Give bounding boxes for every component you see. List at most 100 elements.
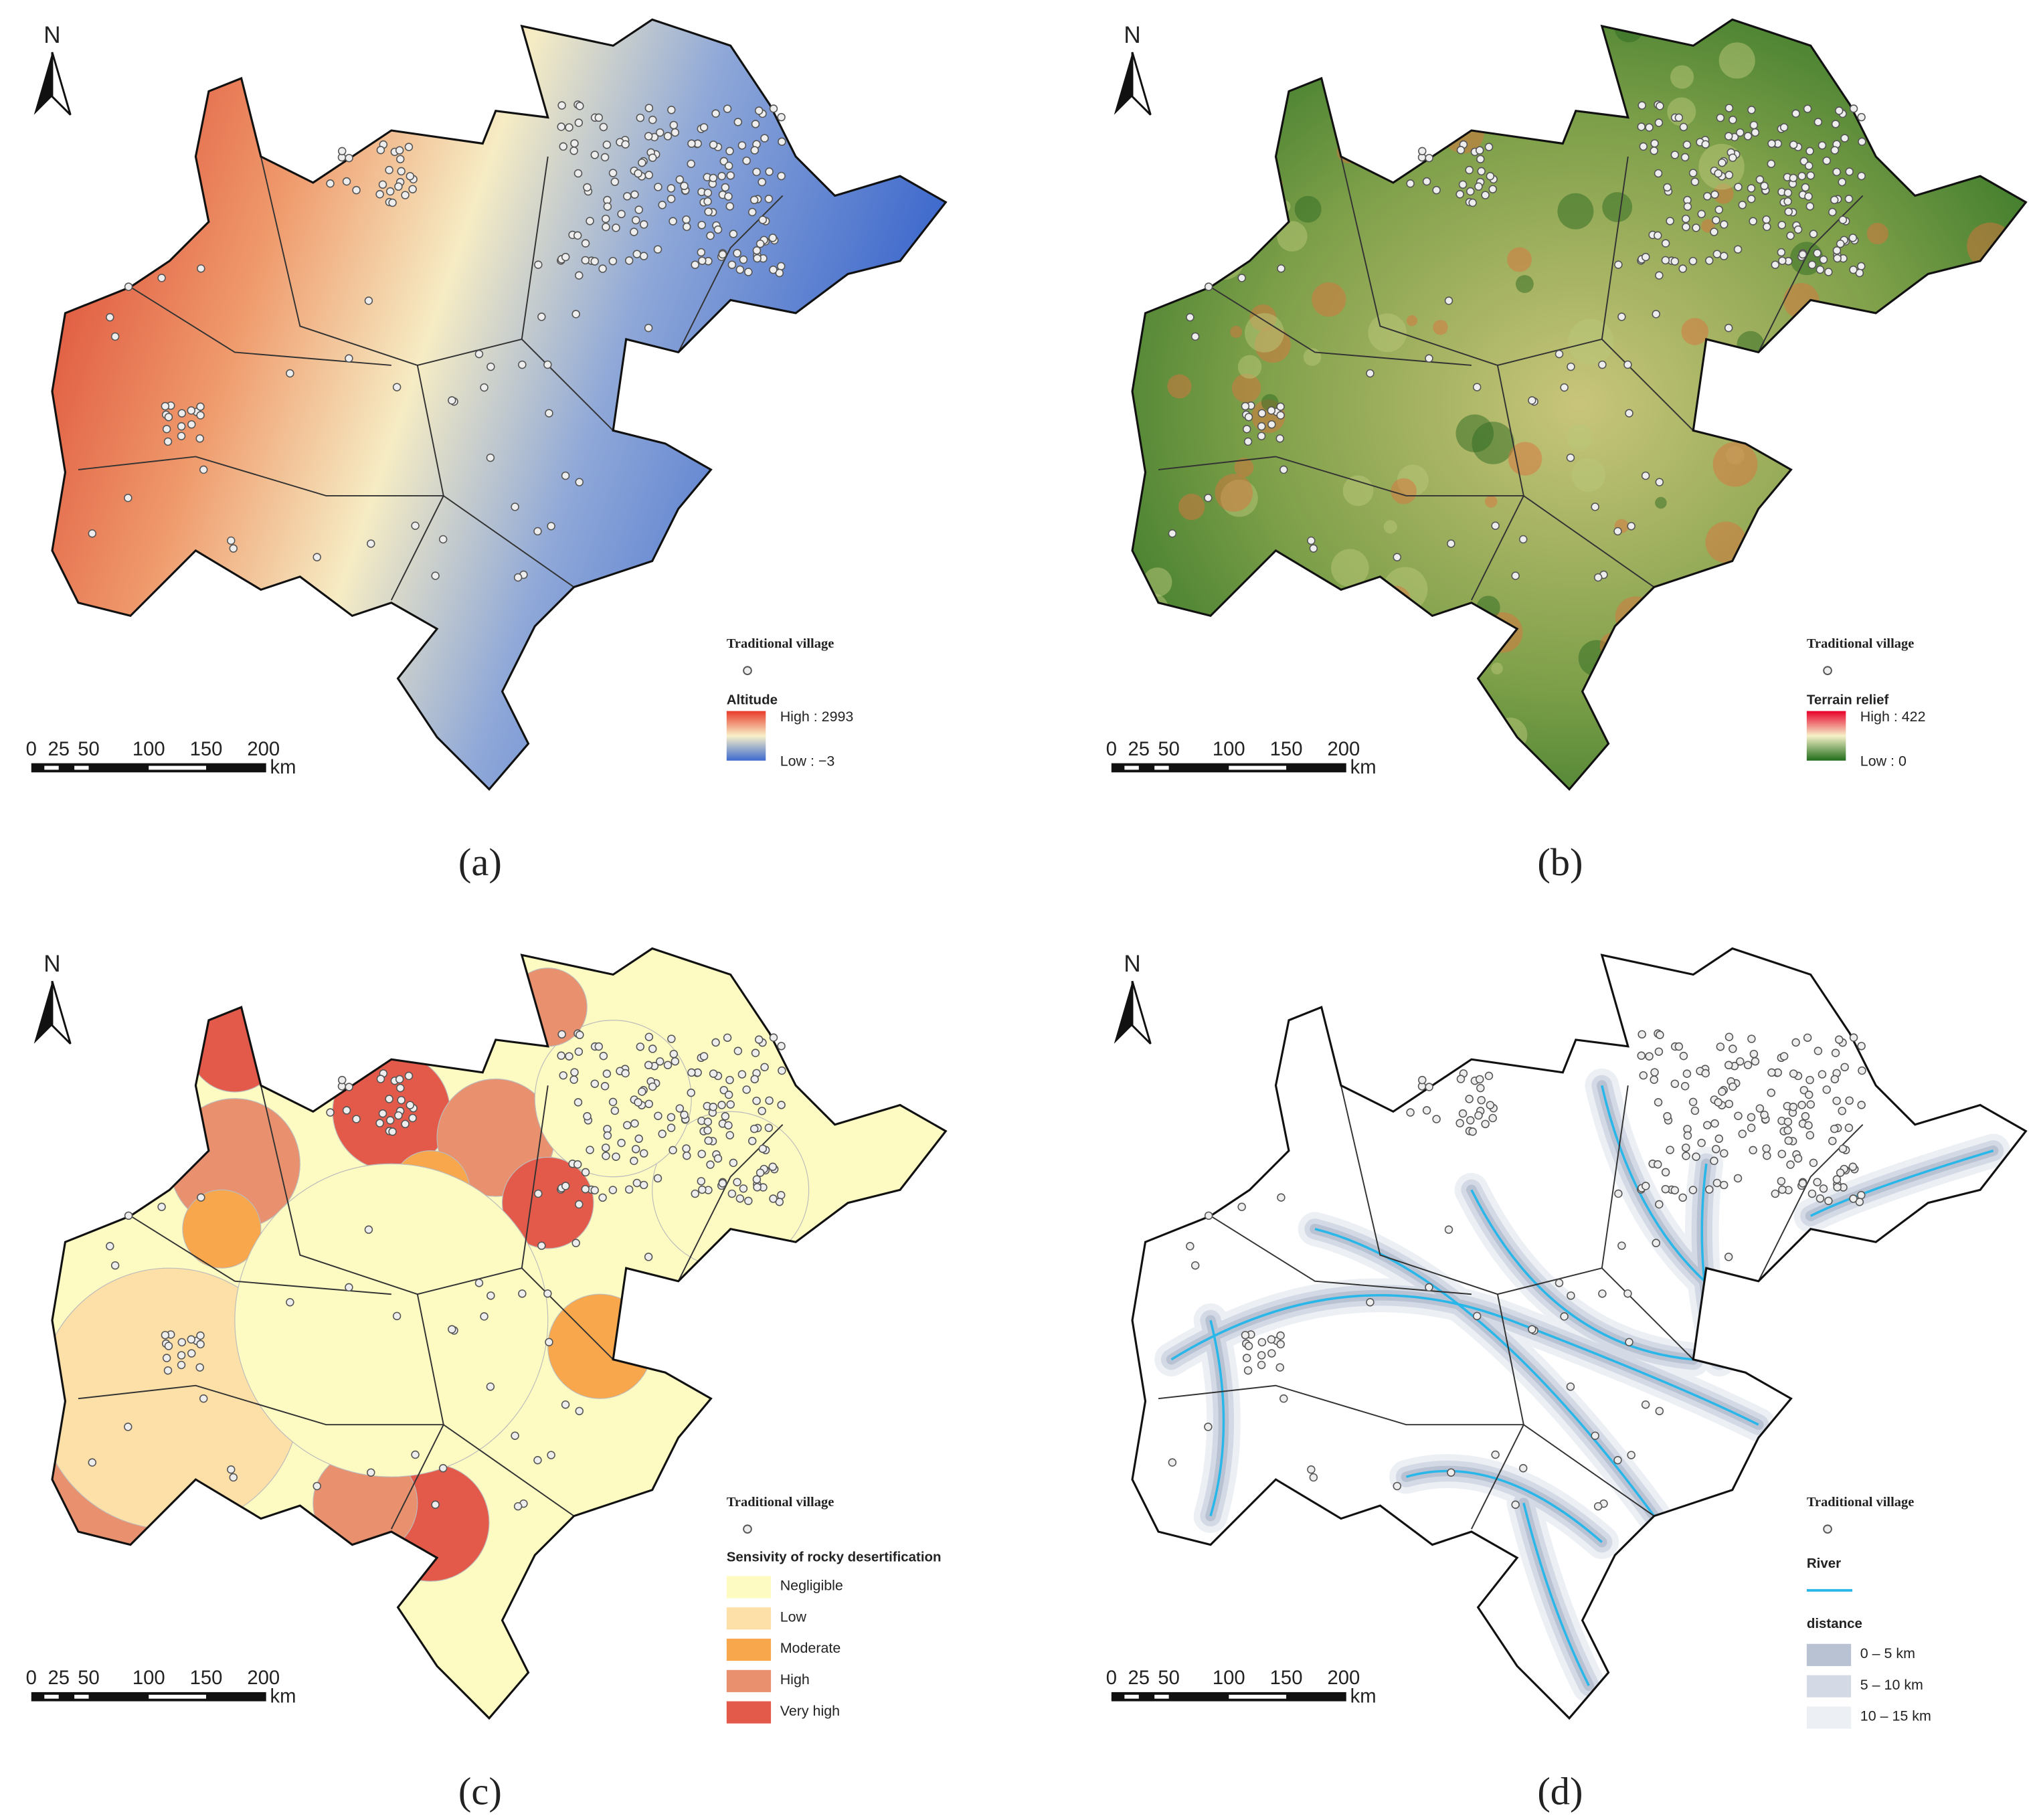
relief-patch	[1485, 495, 1498, 508]
village	[511, 503, 519, 511]
village	[1661, 256, 1670, 265]
village	[768, 1162, 778, 1171]
village	[565, 123, 573, 132]
village	[733, 118, 743, 126]
relief-patch	[1383, 520, 1397, 534]
village	[187, 406, 195, 415]
village	[1366, 1297, 1375, 1307]
relief-patch	[1140, 704, 1160, 724]
village	[1650, 139, 1659, 148]
village	[1729, 153, 1737, 162]
village	[581, 1168, 590, 1177]
village	[1838, 177, 1846, 187]
village	[1813, 118, 1823, 126]
scale-segment	[1154, 765, 1169, 770]
relief-patch	[1787, 606, 1816, 634]
village	[1799, 157, 1809, 166]
village	[1848, 234, 1858, 242]
village	[480, 383, 489, 392]
village	[699, 1052, 709, 1061]
village	[511, 1431, 519, 1440]
village	[764, 195, 774, 203]
village	[601, 214, 610, 223]
village	[758, 1107, 766, 1115]
village	[1857, 262, 1866, 271]
village	[663, 1061, 673, 1069]
village	[537, 1241, 546, 1250]
village	[698, 256, 707, 265]
village	[1267, 420, 1276, 429]
village	[177, 432, 186, 440]
scale-label: 50	[1158, 1667, 1180, 1689]
region-outline	[1131, 947, 2028, 1720]
village	[1798, 250, 1807, 259]
relief-patch	[1508, 442, 1542, 476]
village	[124, 1423, 132, 1431]
village	[1682, 1144, 1690, 1152]
village	[733, 249, 741, 258]
village	[758, 215, 768, 224]
legend-swatch	[726, 1701, 772, 1724]
village	[197, 1193, 205, 1202]
village	[1555, 349, 1564, 359]
relief-patch	[1602, 192, 1633, 222]
legend-swatch	[1806, 1706, 1852, 1729]
village	[385, 1095, 393, 1103]
legend-swatch	[726, 1576, 772, 1599]
village	[378, 180, 387, 189]
scale-label: 100	[1213, 1667, 1245, 1689]
village	[561, 1400, 570, 1409]
relief-patch	[1377, 69, 1402, 94]
village	[385, 187, 395, 196]
village	[583, 183, 592, 192]
village	[534, 260, 543, 269]
village	[729, 230, 738, 238]
village	[1819, 1184, 1828, 1193]
scale-label: 200	[247, 1667, 280, 1689]
village	[1724, 132, 1733, 141]
village	[1791, 1038, 1800, 1047]
scale-segment	[1229, 1694, 1287, 1699]
village	[598, 264, 607, 273]
village	[1697, 1138, 1706, 1148]
village	[1838, 1107, 1846, 1115]
village	[725, 1075, 734, 1085]
village	[396, 155, 405, 164]
village	[1567, 1291, 1575, 1300]
relief-patch	[1571, 458, 1606, 492]
village	[590, 1186, 599, 1195]
village	[765, 1096, 774, 1105]
village	[1767, 1088, 1776, 1097]
relief-patch	[1667, 97, 1696, 126]
village	[1712, 1178, 1722, 1188]
village	[769, 265, 778, 274]
village	[1488, 185, 1497, 193]
village	[697, 1150, 706, 1158]
relief-patch	[1331, 549, 1369, 587]
scale-label: 25	[48, 739, 70, 760]
relief-patch	[1615, 596, 1657, 638]
village	[559, 142, 567, 151]
village	[1844, 1123, 1854, 1132]
relief-patch	[1614, 19, 1644, 43]
village	[1724, 323, 1733, 333]
village	[1422, 1106, 1431, 1115]
relief-patch	[1705, 521, 1747, 563]
panel-label: (b)	[1537, 840, 1583, 884]
legend-high: High : 2993	[780, 709, 854, 725]
village	[758, 1144, 768, 1154]
village	[1736, 128, 1745, 137]
village	[751, 120, 760, 128]
village	[1767, 139, 1776, 148]
river	[1170, 1293, 1759, 1426]
village	[1849, 1194, 1858, 1203]
village	[778, 137, 786, 146]
village	[742, 1085, 751, 1094]
village	[1591, 1431, 1599, 1440]
village	[1755, 175, 1765, 184]
village	[1652, 310, 1660, 318]
village	[703, 197, 712, 206]
village	[385, 1116, 395, 1125]
village	[1718, 1087, 1727, 1096]
